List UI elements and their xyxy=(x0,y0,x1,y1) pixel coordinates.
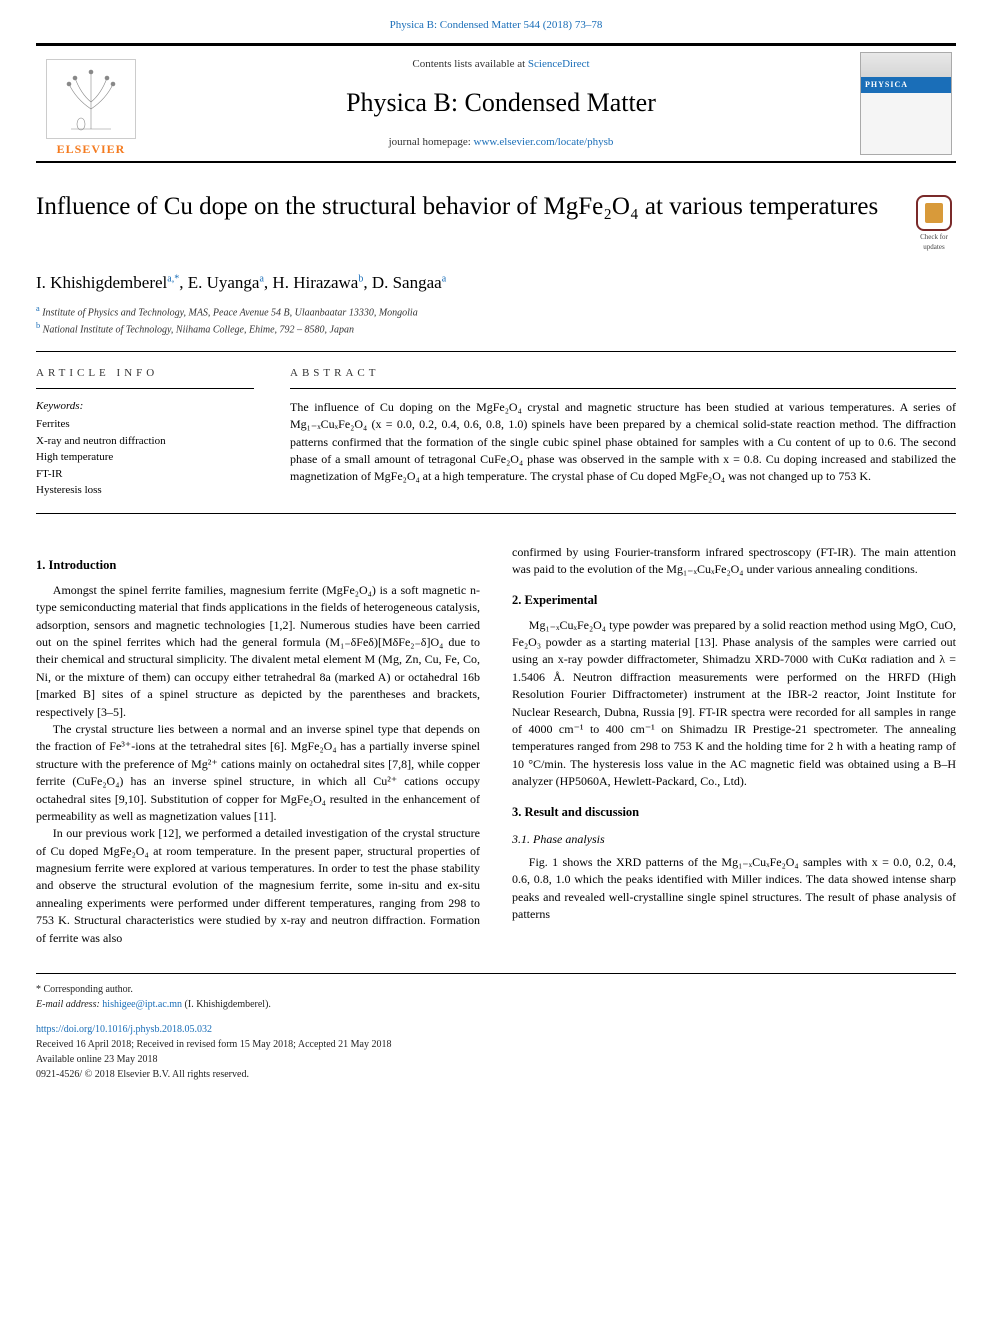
authors-line: I. Khishigdemberela,*, E. Uyangaa, H. Hi… xyxy=(36,271,956,295)
experimental-paragraph: Mg₁₋ₓCuₓFe₂O₄ type powder was prepared b… xyxy=(512,617,956,791)
journal-header: ELSEVIER Contents lists available at Sci… xyxy=(36,43,956,163)
affiliation-b: b National Institute of Technology, Niih… xyxy=(36,320,956,337)
elsevier-block: ELSEVIER xyxy=(36,46,146,161)
page-footer: * Corresponding author. E-mail address: … xyxy=(36,973,956,1082)
phase-paragraph: Fig. 1 shows the XRD patterns of the Mg₁… xyxy=(512,854,956,924)
copyright-line: 0921-4526/ © 2018 Elsevier B.V. All righ… xyxy=(36,1067,956,1082)
email-label: E-mail address: xyxy=(36,999,102,1010)
check-updates-label: Check for updates xyxy=(920,233,948,251)
journal-cover-thumbnail: PHYSICA xyxy=(860,52,952,155)
subsection-heading-phase: 3.1. Phase analysis xyxy=(512,831,956,848)
abstract-text: The influence of Cu doping on the MgFe₂O… xyxy=(290,399,956,486)
sciencedirect-link[interactable]: ScienceDirect xyxy=(528,58,590,70)
abstract-heading: ABSTRACT xyxy=(290,366,956,388)
article-info-column: ARTICLE INFO Keywords: Ferrites X-ray an… xyxy=(36,366,254,498)
email-tail: (I. Khishigdemberel). xyxy=(182,999,271,1010)
journal-cover-body xyxy=(861,93,951,155)
journal-header-center: Contents lists available at ScienceDirec… xyxy=(146,46,856,161)
corresponding-author-note: * Corresponding author. xyxy=(36,984,133,995)
author-email-link[interactable]: hishigee@ipt.ac.mn xyxy=(102,999,182,1010)
homepage-link[interactable]: www.elsevier.com/locate/physb xyxy=(474,136,614,148)
keyword: Ferrites xyxy=(36,416,254,433)
elsevier-label: ELSEVIER xyxy=(57,141,126,158)
article-info-heading: ARTICLE INFO xyxy=(36,366,254,388)
doi-link[interactable]: https://doi.org/10.1016/j.physb.2018.05.… xyxy=(36,1024,212,1035)
section-heading-experimental: 2. Experimental xyxy=(512,591,956,609)
homepage-line: journal homepage: www.elsevier.com/locat… xyxy=(389,135,614,150)
check-for-updates-badge[interactable]: Check for updates xyxy=(912,195,956,253)
intro-paragraph: In our previous work [12], we performed … xyxy=(36,825,480,947)
section-heading-results: 3. Result and discussion xyxy=(512,803,956,821)
intro-paragraph: Amongst the spinel ferrite families, mag… xyxy=(36,582,480,721)
page-header-citation: Physica B: Condensed Matter 544 (2018) 7… xyxy=(0,0,992,43)
homepage-prefix: journal homepage: xyxy=(389,136,474,148)
keywords-label: Keywords: xyxy=(36,399,254,414)
keyword: Hysteresis loss xyxy=(36,482,254,499)
abstract-column: ABSTRACT The influence of Cu doping on t… xyxy=(290,366,956,498)
keyword: FT-IR xyxy=(36,466,254,483)
journal-name: Physica B: Condensed Matter xyxy=(346,85,656,121)
keywords-list: Ferrites X-ray and neutron diffraction H… xyxy=(36,416,254,499)
intro-paragraph-continued: confirmed by using Fourier-transform inf… xyxy=(512,544,956,579)
keyword: High temperature xyxy=(36,449,254,466)
elsevier-tree-logo xyxy=(46,59,136,139)
article-title: Influence of Cu dope on the structural b… xyxy=(36,191,892,224)
received-dates: Received 16 April 2018; Received in revi… xyxy=(36,1037,956,1052)
available-online: Available online 23 May 2018 xyxy=(36,1052,956,1067)
contents-line: Contents lists available at ScienceDirec… xyxy=(412,57,589,72)
journal-cover-masthead xyxy=(861,53,951,77)
contents-prefix: Contents lists available at xyxy=(412,58,527,70)
intro-paragraph: The crystal structure lies between a nor… xyxy=(36,721,480,825)
journal-cover-title-band: PHYSICA xyxy=(861,77,951,92)
keyword: X-ray and neutron diffraction xyxy=(36,433,254,450)
body-columns: 1. Introduction Amongst the spinel ferri… xyxy=(36,544,956,947)
affiliation-a: a Institute of Physics and Technology, M… xyxy=(36,303,956,320)
affiliations: a Institute of Physics and Technology, M… xyxy=(36,303,956,338)
section-heading-intro: 1. Introduction xyxy=(36,556,480,574)
check-updates-icon xyxy=(916,195,952,231)
